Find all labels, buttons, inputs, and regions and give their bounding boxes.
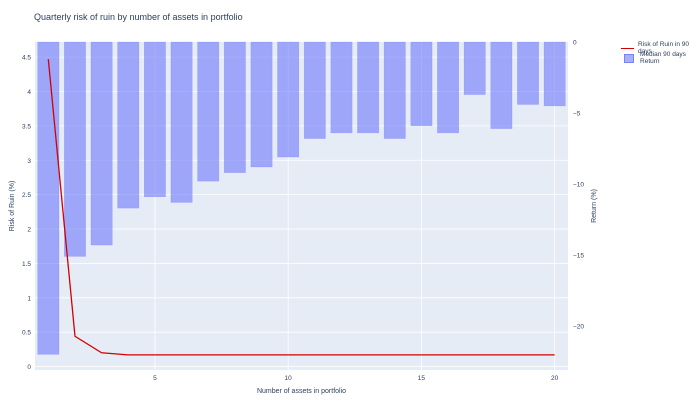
bar-median-return[interactable] [64, 41, 86, 257]
bar-median-return[interactable] [197, 41, 220, 182]
bar-median-return[interactable] [223, 41, 246, 173]
legend-label-risk: Risk of Ruin in 90 days [638, 41, 689, 55]
x-tick-label: 15 [418, 375, 426, 382]
y-right-axis-title: Return (%) [591, 189, 598, 223]
chart-title: Quarterly risk of ruin by number of asse… [34, 12, 243, 22]
y-left-tick-label: 2.5 [22, 192, 31, 199]
y-right-tick-label: −20 [573, 323, 584, 330]
y-left-tick-label: 0 [27, 364, 31, 371]
x-tick-label: 5 [153, 375, 157, 382]
y-left-tick-label: 4.5 [22, 55, 31, 62]
y-left-axis-title: Risk of Ruin (%) [9, 181, 16, 232]
bar-median-return[interactable] [463, 41, 486, 95]
y-left-tick-label: 0.5 [22, 330, 31, 337]
bar-median-return[interactable] [117, 41, 140, 209]
y-left-tick-label: 1.5 [22, 261, 31, 268]
y-right-tick-label: −5 [573, 110, 581, 117]
legend-label-return: Median 90 days Return [640, 51, 686, 65]
y-right-tick-label: −15 [573, 252, 584, 259]
y-left-tick-label: 3.5 [22, 123, 31, 130]
y-right-tick-label: 0 [573, 40, 577, 47]
bar-median-return[interactable] [250, 41, 273, 168]
bar-median-return[interactable] [437, 41, 459, 134]
line-risk-of-ruin[interactable] [47, 59, 555, 356]
legend: Risk of Ruin in 90 days Median 90 days R… [621, 41, 700, 65]
bar-median-return[interactable] [383, 41, 406, 139]
bar-median-return[interactable] [37, 41, 60, 355]
bar-median-return[interactable] [90, 41, 113, 246]
bar-median-return[interactable] [490, 41, 513, 129]
bar-median-return[interactable] [517, 41, 539, 105]
legend-swatch-bar [624, 53, 635, 63]
y-left-tick-label: 4 [27, 89, 31, 96]
bar-median-return[interactable] [330, 41, 353, 134]
x-axis-title: Number of assets in portfolio [257, 388, 346, 395]
y-left-tick-label: 3 [27, 158, 31, 165]
y-right-tick-label: −10 [573, 181, 584, 188]
legend-item-return[interactable]: Median 90 days Return [621, 51, 700, 65]
x-tick-label: 20 [551, 375, 559, 382]
y-left-tick-label: 2 [27, 227, 31, 234]
bar-median-return[interactable] [170, 41, 193, 203]
bar-median-return[interactable] [543, 41, 566, 107]
bar-median-return[interactable] [357, 41, 380, 134]
bar-median-return[interactable] [144, 41, 166, 198]
legend-swatch-line [621, 47, 635, 49]
y-left-tick-label: 1 [27, 295, 31, 302]
bar-median-return[interactable] [410, 41, 433, 127]
x-tick-label: 10 [285, 375, 293, 382]
bar-median-return[interactable] [303, 41, 326, 139]
legend-item-risk[interactable]: Risk of Ruin in 90 days [621, 41, 700, 55]
bar-median-return[interactable] [277, 41, 300, 158]
